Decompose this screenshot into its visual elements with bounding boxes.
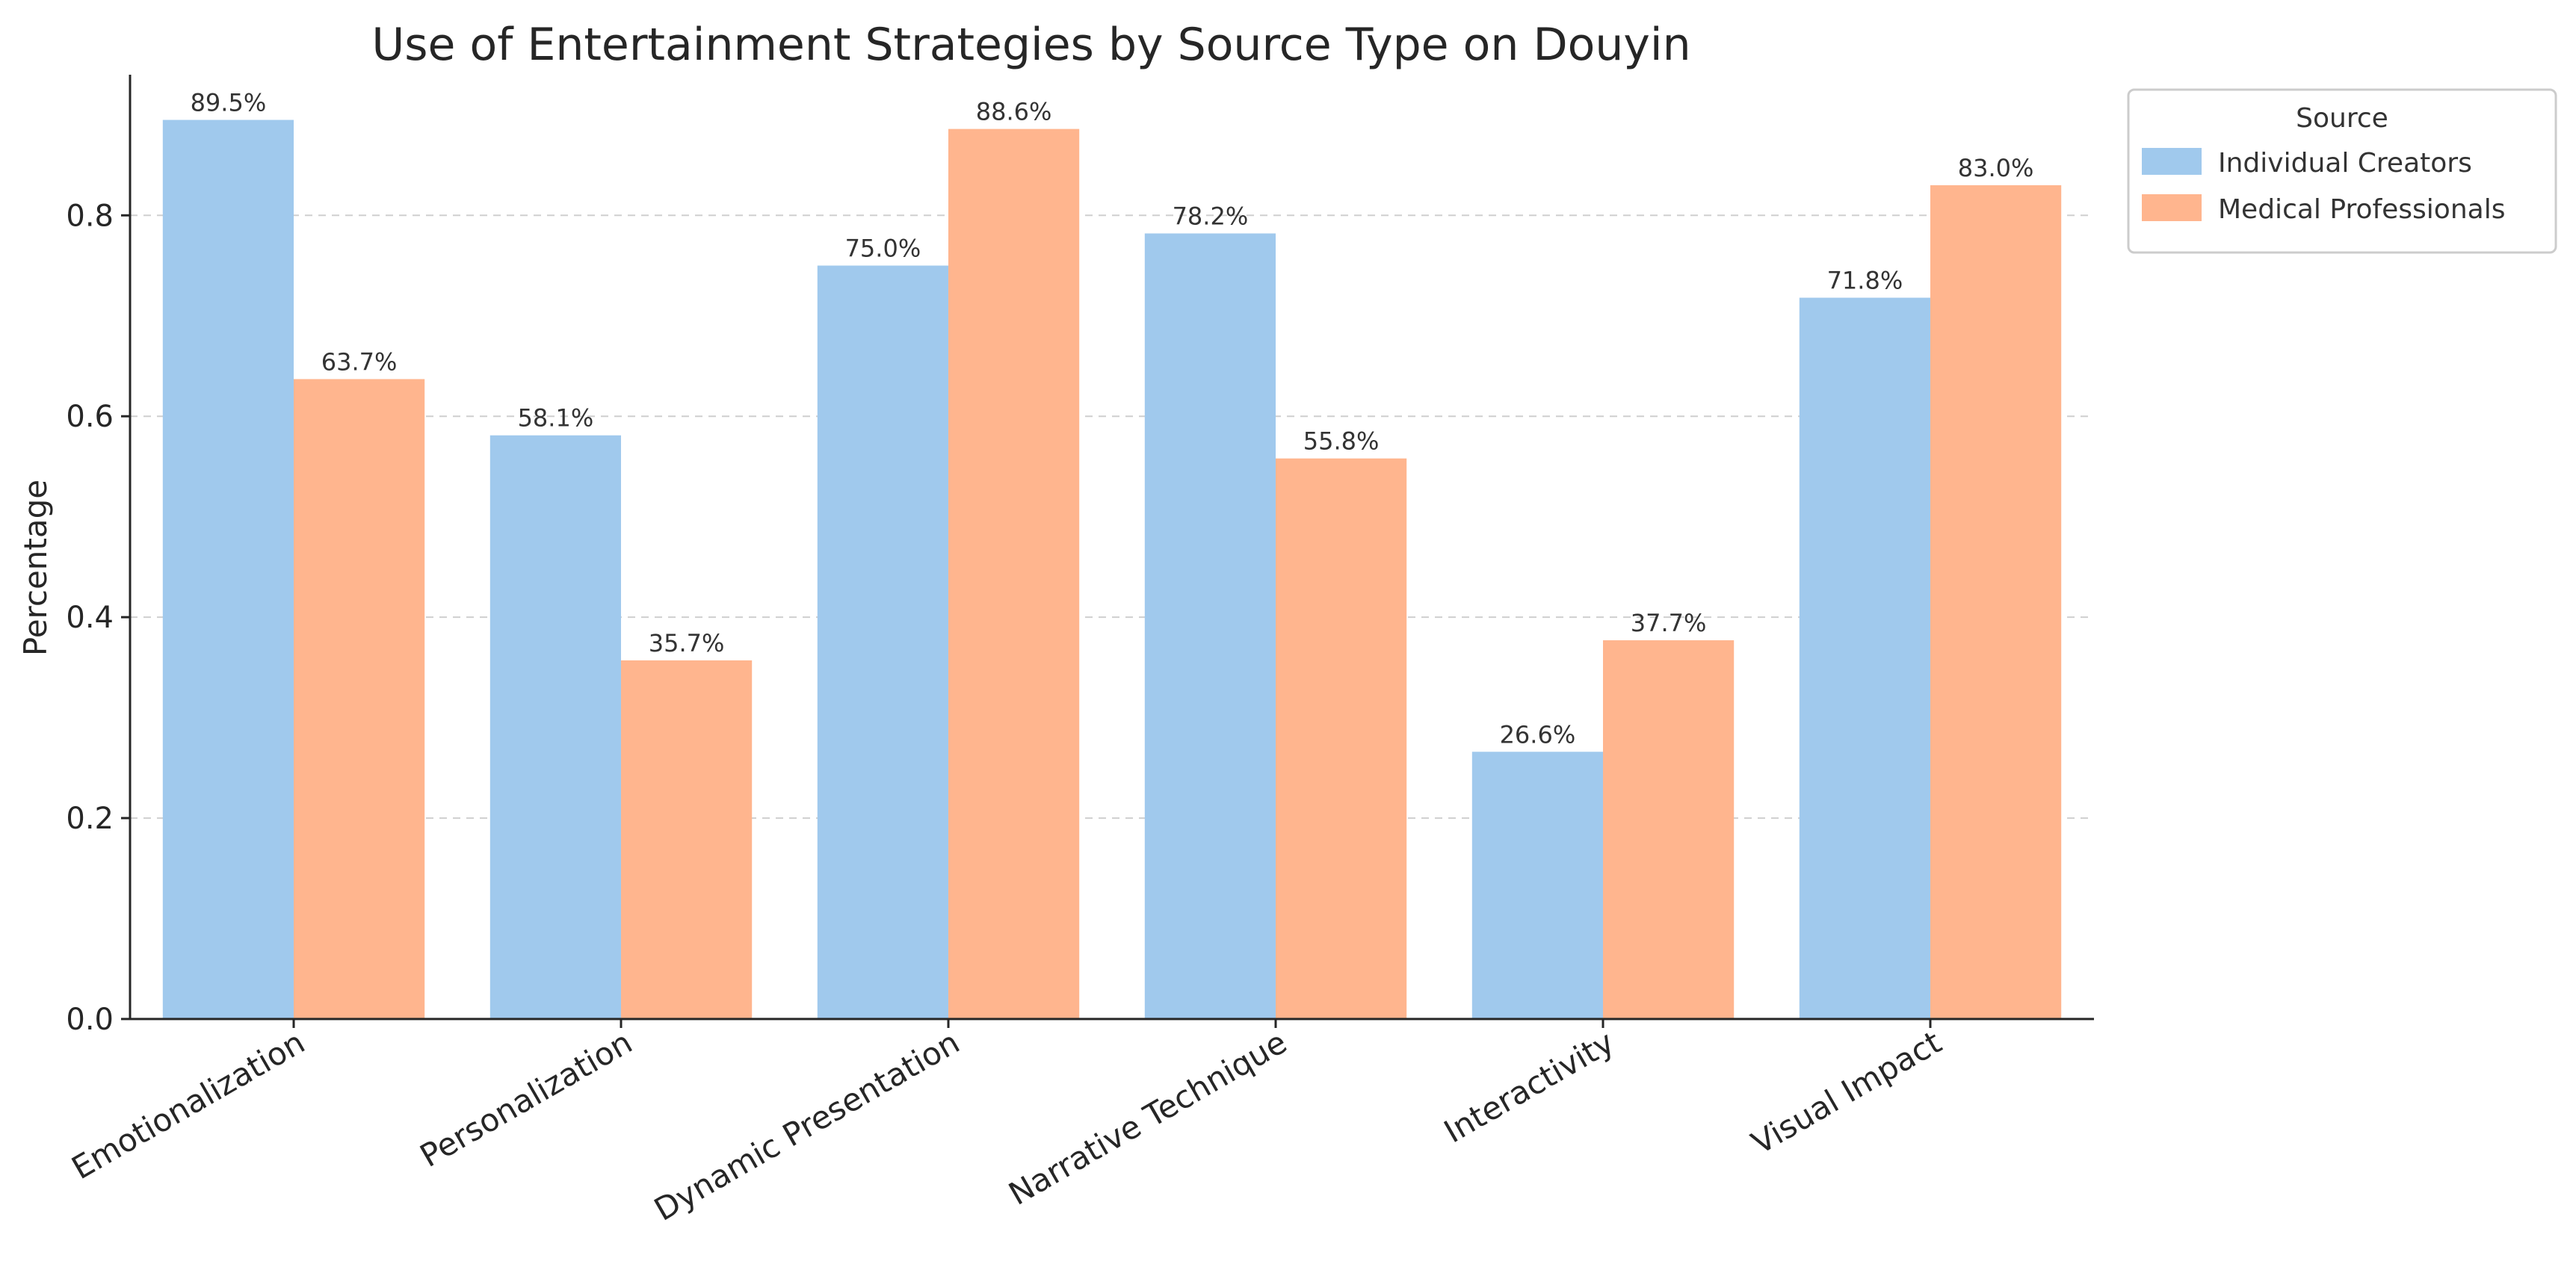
bar: [294, 379, 425, 1019]
data-label: 55.8%: [1303, 427, 1380, 456]
bar: [621, 660, 753, 1019]
y-axis-label: Percentage: [17, 480, 54, 656]
y-ticks: 0.0 0.2 0.4 0.6 0.8: [66, 199, 130, 1037]
bar: [1799, 297, 1930, 1019]
grid-lines: [130, 214, 2094, 820]
legend-frame: [2127, 88, 2557, 254]
x-tick-label: Emotionalization: [66, 1023, 311, 1186]
bar: [817, 265, 948, 1019]
x-tick-label: Personalization: [414, 1023, 638, 1174]
x-tick-label: Interactivity: [1438, 1023, 1620, 1150]
data-label: 71.8%: [1827, 267, 1903, 295]
y-tick-label: 0.2: [66, 802, 114, 836]
data-label: 26.6%: [1500, 720, 1576, 749]
data-labels: 89.5% 58.1% 75.0% 78.2% 26.6% 71.8% 63.7% 35.7%…: [191, 89, 2034, 749]
data-label: 75.0%: [845, 234, 921, 262]
bar: [1144, 233, 1276, 1019]
data-label: 35.7%: [649, 629, 725, 657]
legend-label-medical-professionals: Medical Professionals: [2218, 194, 2505, 225]
legend: Source Individual Creators Medical Profe…: [2127, 88, 2557, 254]
bars: [162, 120, 2062, 1020]
bar: [162, 120, 294, 1020]
axes: [129, 75, 2094, 1020]
bar: [948, 128, 1080, 1019]
x-ticks: Emotionalization Personalization Dynamic P…: [66, 1019, 1948, 1228]
legend-label-individual-creators: Individual Creators: [2218, 148, 2472, 179]
data-label: 89.5%: [191, 89, 267, 117]
data-label: 58.1%: [518, 404, 594, 433]
legend-title: Source: [2296, 103, 2388, 134]
data-label: 37.7%: [1631, 609, 1707, 637]
legend-swatch-individual-creators: [2142, 148, 2202, 175]
data-label: 88.6%: [976, 98, 1052, 126]
y-tick-label: 0.4: [66, 601, 114, 635]
bar: [1603, 640, 1735, 1019]
data-label: 63.7%: [321, 347, 398, 376]
chart-title: Use of Entertainment Strategies by Sourc…: [371, 19, 1690, 71]
x-tick-label: Narrative Technique: [1002, 1023, 1293, 1212]
data-label: 78.2%: [1173, 202, 1249, 230]
legend-swatch-medical-professionals: [2142, 194, 2202, 221]
x-tick-label: Dynamic Presentation: [648, 1023, 966, 1228]
data-label: 83.0%: [1958, 154, 2034, 182]
bar: [489, 435, 621, 1019]
bar: [1471, 752, 1603, 1019]
bar: [1276, 458, 1407, 1019]
x-tick-label: Visual Impact: [1746, 1023, 1948, 1161]
y-tick-label: 0.0: [66, 1003, 114, 1037]
bar: [1930, 185, 2062, 1019]
y-tick-label: 0.8: [66, 199, 114, 233]
y-tick-label: 0.6: [66, 400, 114, 434]
